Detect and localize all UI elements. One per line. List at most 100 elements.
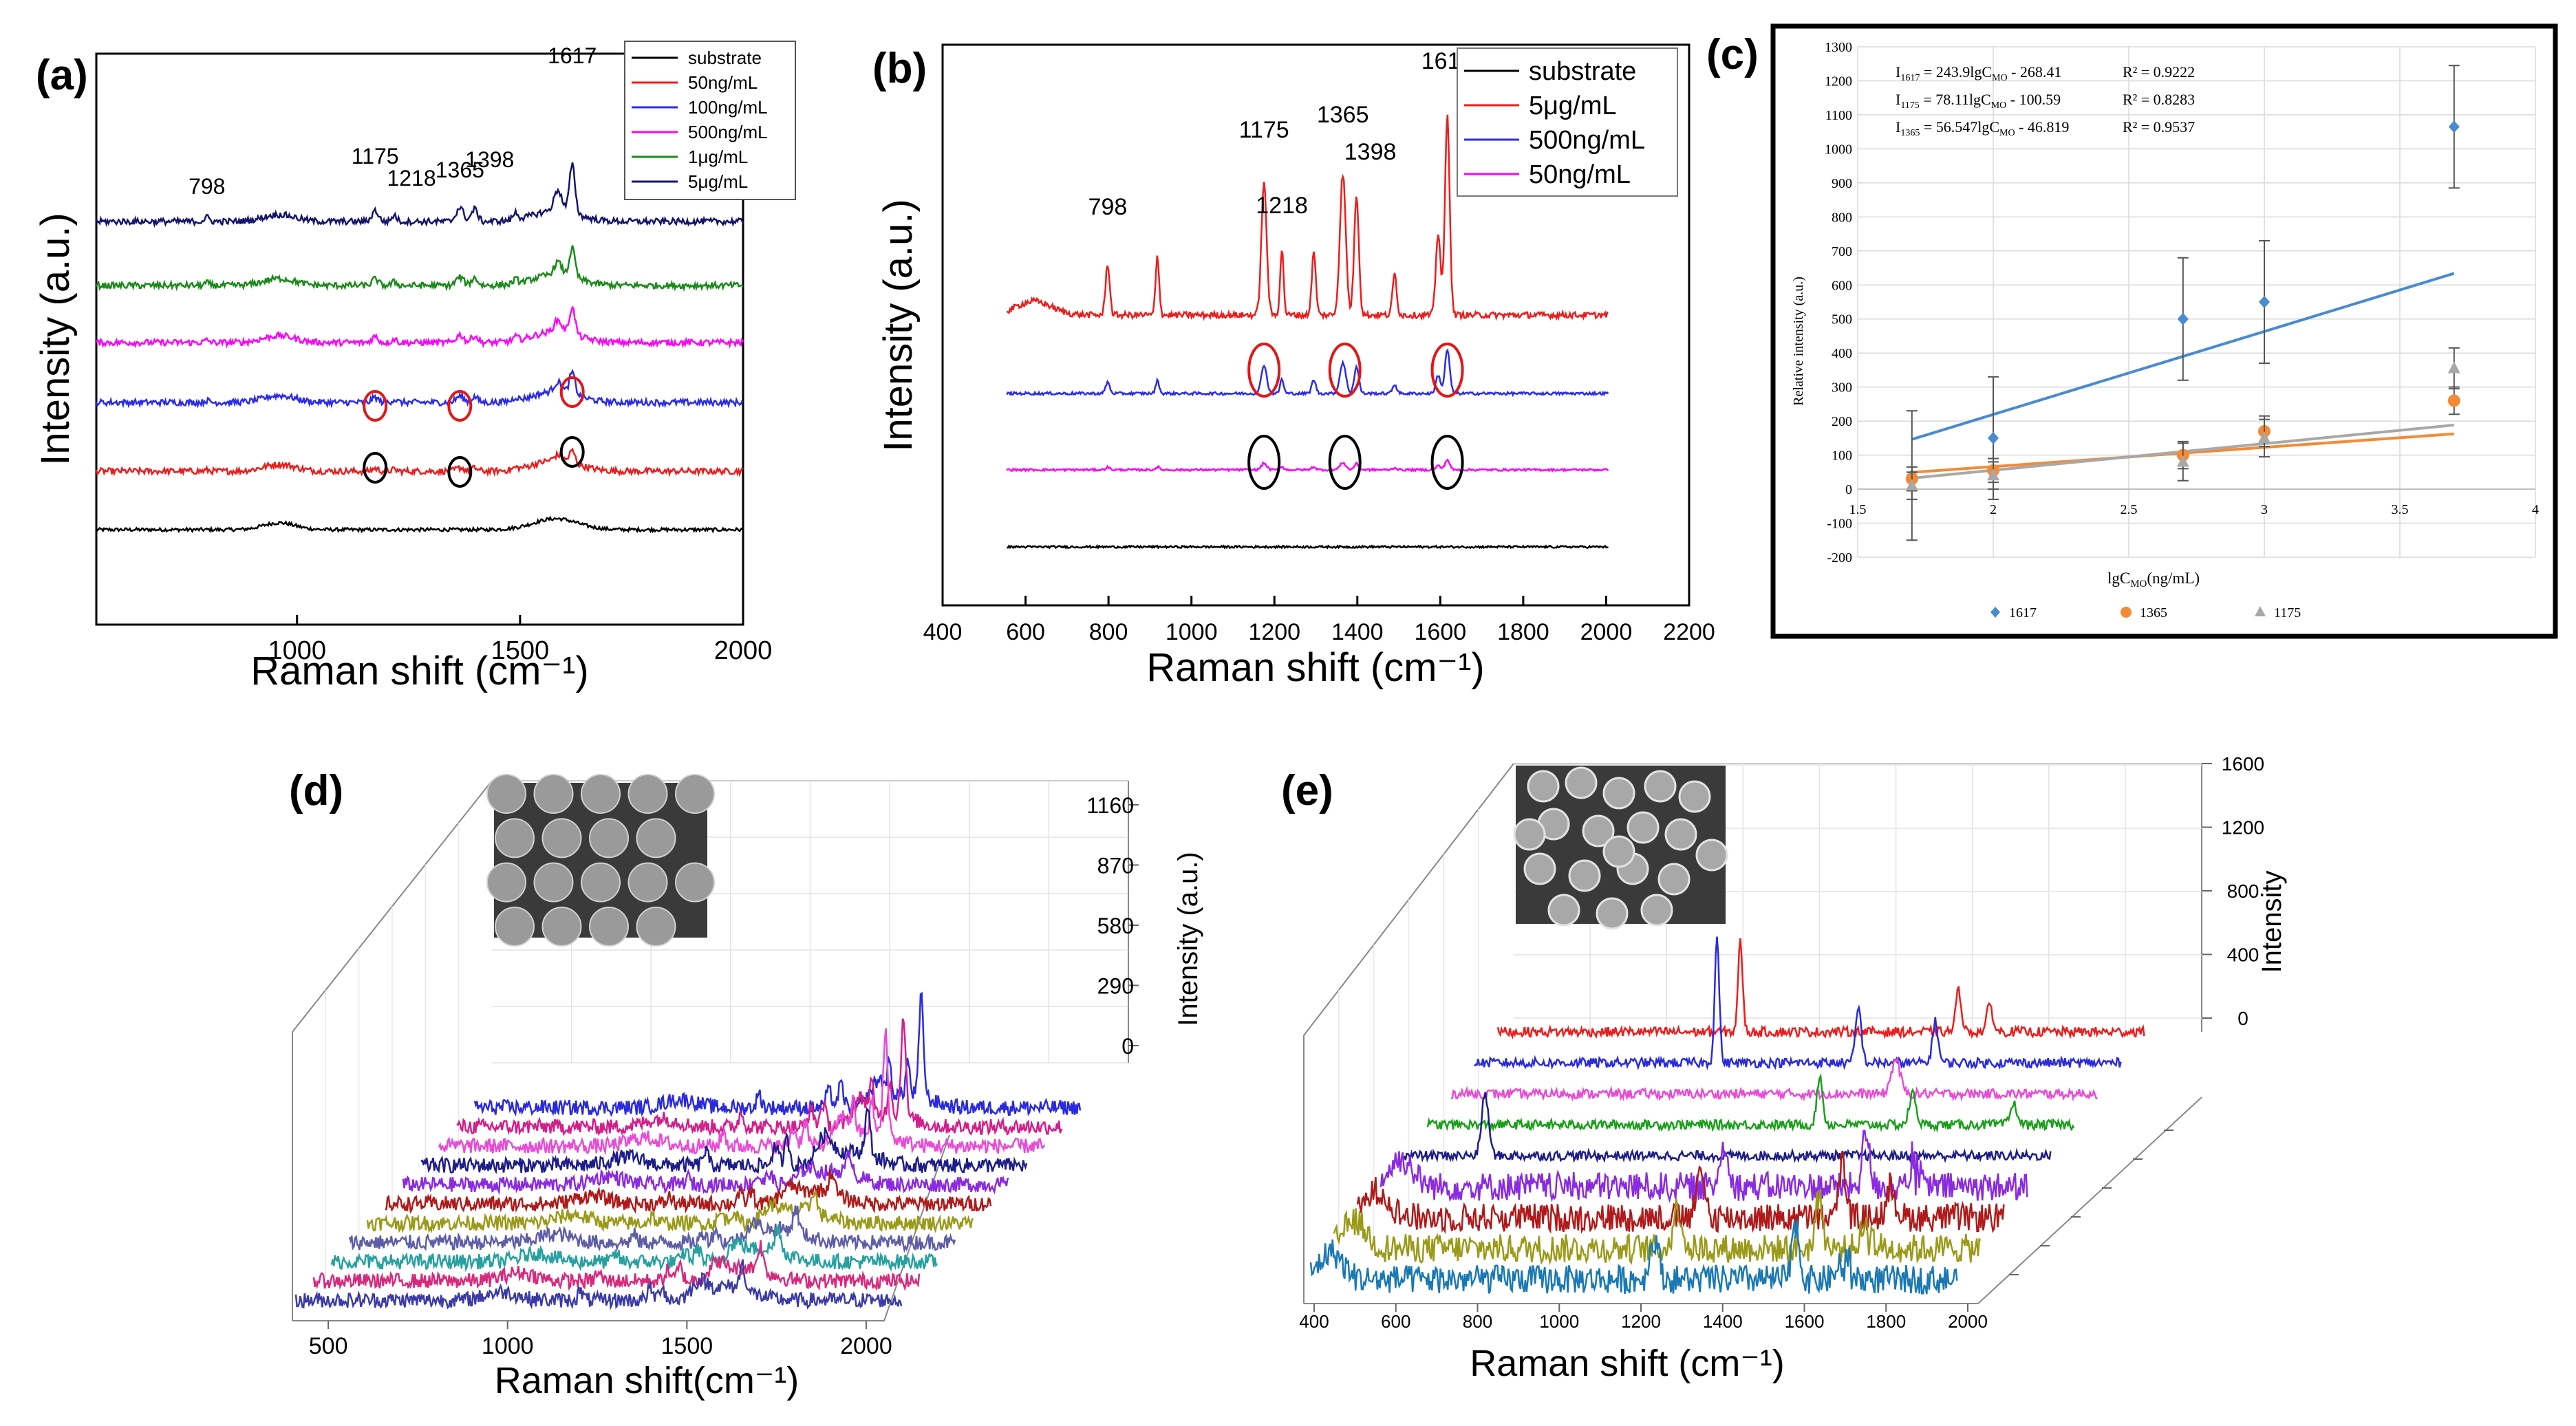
inset-particle — [1640, 894, 1673, 927]
data-point-c-1617 — [2448, 120, 2460, 133]
z-tick-label-e: 0 — [2237, 1008, 2248, 1029]
equation-part: = 56.547lgC — [1920, 118, 1999, 136]
z-tick-label-e: 400 — [2227, 944, 2260, 966]
x-tick-label-d: 2000 — [840, 1333, 892, 1359]
inset-particle — [1565, 766, 1598, 799]
legend-entry-a: 5μg/mL — [688, 171, 748, 192]
spectrum-d — [420, 1107, 1028, 1175]
y-tick-label-c: 0 — [1845, 482, 1852, 497]
legend-c: 1617 1365 1175 — [1990, 605, 2301, 620]
spectrum-b-50ng — [1006, 458, 1609, 473]
x-axis-label-e: Raman shift (cm⁻¹) — [1470, 1343, 1785, 1384]
y-tick-label-c: 900 — [1832, 176, 1852, 191]
x-tick-label-e: 2000 — [1948, 1311, 1988, 1332]
highlight-circle-red — [447, 390, 473, 422]
inset-particle — [675, 862, 715, 903]
y-tick-label-c: 300 — [1832, 380, 1852, 396]
x-tick-label-e: 1000 — [1539, 1311, 1579, 1332]
highlight-circle-red — [1430, 343, 1464, 398]
equation-part: - 46.819 — [2015, 118, 2070, 136]
spectrum-d — [366, 1190, 974, 1234]
x-tick-label-b: 600 — [1006, 619, 1045, 645]
peak-label-a-798: 798 — [189, 174, 225, 199]
x-tick-label-e: 600 — [1381, 1311, 1410, 1332]
spectrum-e — [1450, 1057, 2098, 1102]
inset-particle — [627, 862, 668, 903]
peak-label-b-1218: 1218 — [1256, 193, 1308, 219]
y-tick-label-c: 1300 — [1825, 40, 1852, 55]
inset-particle — [1582, 814, 1615, 847]
spectrum-d — [330, 1224, 938, 1273]
x-tick-label-b: 1000 — [1166, 619, 1218, 645]
inset-particle — [1568, 859, 1601, 892]
panel-c: (c) -200 -100 0 100 200 300 400 500 600 700 800 900… — [1706, 23, 2558, 639]
inset-particle — [486, 774, 526, 814]
y-tick-label-c: 700 — [1832, 244, 1852, 259]
equation-part: I — [1896, 118, 1900, 136]
y-axis-label-c: Relative intensity (a.u.) — [1791, 277, 1806, 406]
y-tick-label-c: 1000 — [1825, 142, 1852, 157]
inset-particle — [541, 818, 582, 858]
data-point-c-1175 — [2176, 455, 2189, 467]
spectrum-d — [348, 1205, 956, 1253]
x-tick-label-b: 2000 — [1580, 619, 1633, 645]
spectrum-a-50ng/mL — [95, 447, 744, 477]
spectrum-e — [1496, 938, 2145, 1039]
inset-particle — [1547, 894, 1580, 927]
x-tick-label-b: 1200 — [1248, 619, 1300, 645]
spectrum-d — [438, 1028, 1046, 1156]
panel-d: (d) 500 1000 1500 2000 0 290 580 870 1160 Raman … — [289, 767, 1203, 1401]
peak-label-b-1398: 1398 — [1344, 139, 1397, 165]
spectrum-e — [1309, 1220, 1958, 1295]
x-tick-label-a: 2000 — [714, 636, 773, 665]
highlight-circle-red — [1328, 343, 1362, 398]
peak-label-b-1365: 1365 — [1317, 102, 1369, 128]
inset-particle — [1644, 770, 1677, 803]
plot-frame-b — [941, 43, 1690, 607]
legend-entry-c: 1175 — [2274, 605, 2301, 620]
spectrum-e — [1403, 1092, 2052, 1164]
peak-label-a-1175: 1175 — [352, 144, 399, 169]
x-axis-label-d: Raman shift(cm⁻¹) — [495, 1360, 799, 1401]
data-point-c-1617 — [2177, 312, 2189, 325]
x-tick-label-b: 1800 — [1497, 619, 1549, 645]
y-tick-label-c: 800 — [1832, 210, 1852, 225]
data-point-c-1175 — [2447, 361, 2460, 374]
spectrum-d — [294, 1259, 903, 1310]
x-tick-label-d: 1000 — [482, 1333, 534, 1359]
panel-label-c: (c) — [1706, 31, 1759, 78]
peak-label-a-1365: 1365 — [436, 158, 484, 182]
legend-marker-c — [2255, 606, 2266, 616]
equation-part: 1175 — [1900, 100, 1919, 111]
r-squared-c: R² = 0.9222 — [2123, 63, 2195, 80]
r-squared-c: R² = 0.8283 — [2123, 91, 2195, 108]
inset-particle — [1602, 835, 1635, 868]
x-tick-label-e: 1200 — [1621, 1311, 1661, 1332]
equation-part: = 243.9lgC — [1920, 63, 1992, 80]
spectrum-a-100ng/mL — [95, 368, 744, 409]
legend-entry-a: 50ng/mL — [688, 72, 758, 93]
spectrum-a-500ng/mL — [95, 305, 744, 349]
floor-right-e — [1977, 1096, 2202, 1304]
data-point-c-1365 — [2447, 394, 2460, 407]
inset-particle — [1596, 897, 1629, 930]
legend-marker-c — [2121, 607, 2132, 618]
spectrum-e — [1426, 1073, 2075, 1133]
legend-box-b — [1457, 47, 1678, 197]
highlight-circle-black — [447, 456, 473, 488]
panel-box-c — [1770, 23, 2558, 639]
highlight-circle-black — [1328, 435, 1362, 490]
x-tick-label-a: 1000 — [268, 636, 326, 665]
highlight-circle-black — [1247, 435, 1281, 490]
inset-particle — [1627, 811, 1660, 844]
panel-label-a: (a) — [36, 52, 88, 99]
spectrum-a-substrate — [96, 515, 744, 534]
y-tick-label-c: 1100 — [1825, 108, 1852, 123]
spectrum-d — [385, 1168, 992, 1214]
data-point-c-1175 — [1987, 468, 1999, 481]
panel-label-e: (e) — [1281, 767, 1333, 814]
x-tick-label-e: 800 — [1463, 1311, 1492, 1332]
equation-part: - 100.59 — [2006, 91, 2061, 108]
equation-part: MO — [1991, 100, 2007, 111]
